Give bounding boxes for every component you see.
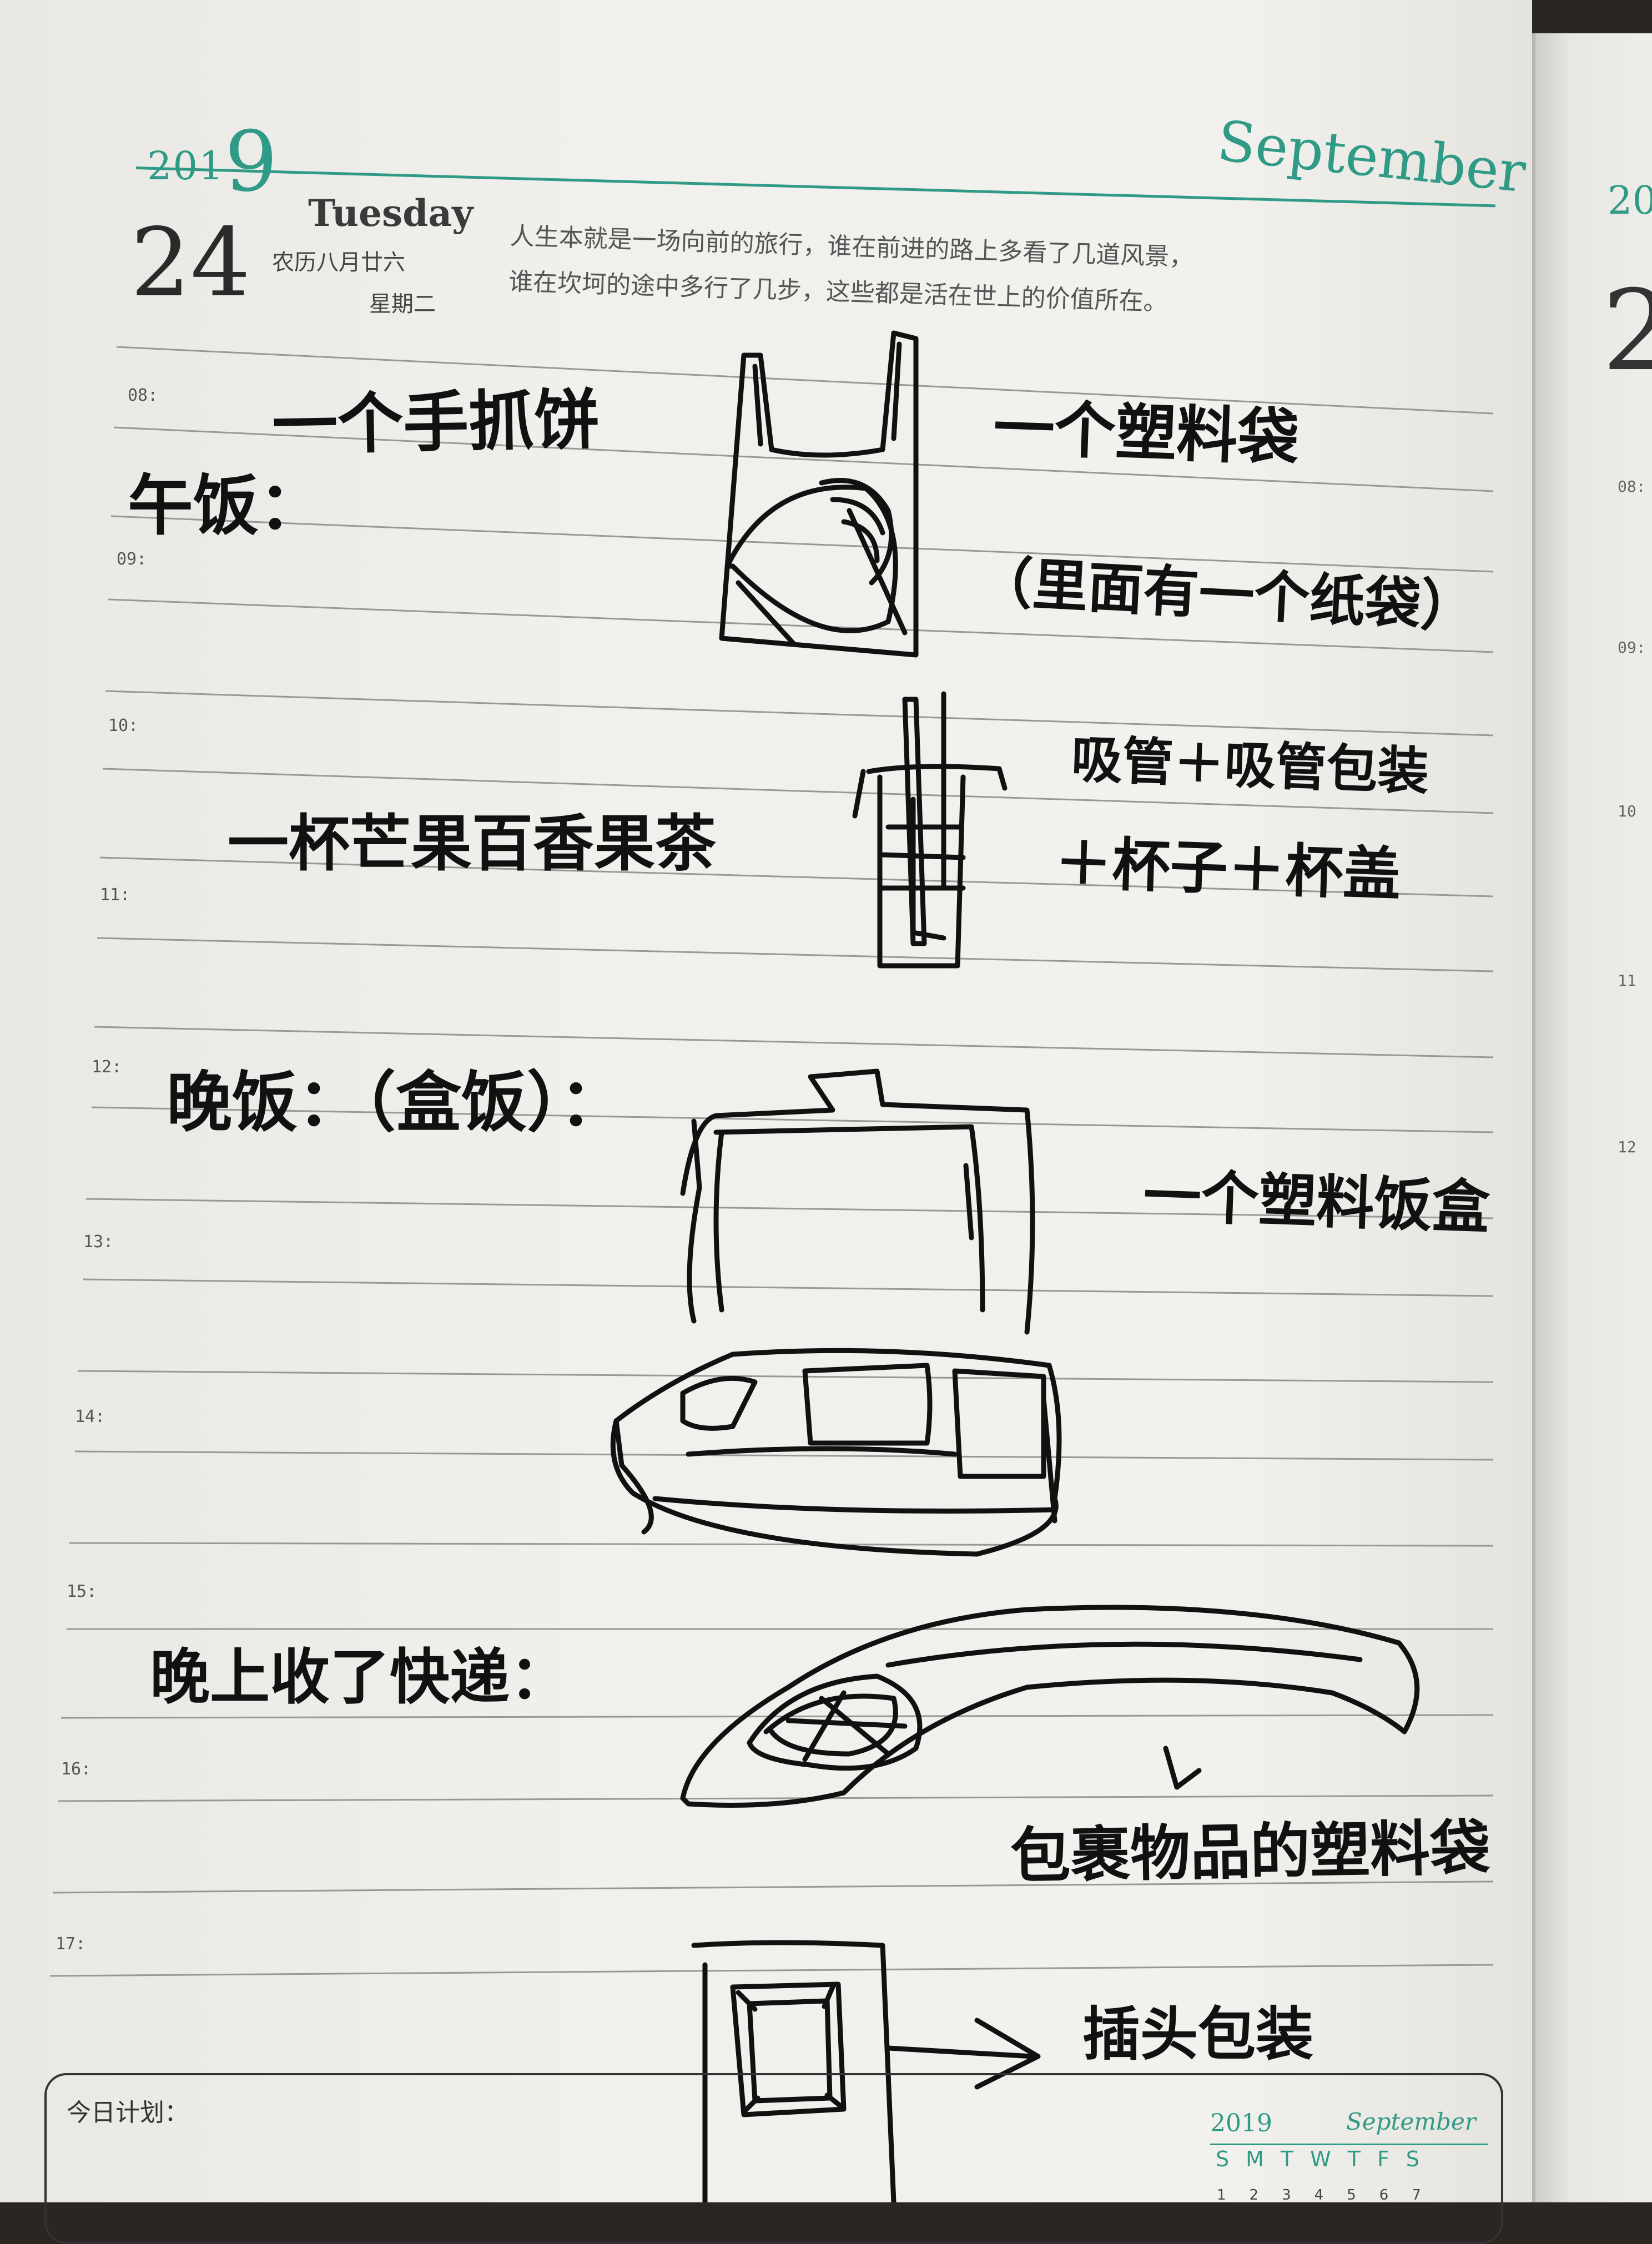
note-fruit-tea: 一杯芒果百香果茶: [228, 808, 716, 879]
time-slot-label: 12:: [92, 1057, 122, 1077]
calendar-date: 3: [1282, 2187, 1291, 2203]
weekday-header: T: [1347, 2147, 1361, 2171]
year-big: 9: [224, 114, 279, 210]
day-number: 24: [130, 208, 251, 318]
weekday-header: W: [1310, 2147, 1331, 2171]
year-small: 201: [147, 143, 225, 189]
time-slot-label: 14:: [75, 1407, 105, 1426]
mini-calendar-month: September: [1346, 2108, 1476, 2135]
time-slot-label: 13:: [83, 1232, 114, 1252]
calendar-date: 5: [1347, 2187, 1356, 2203]
mini-calendar-divider: [1210, 2144, 1488, 2145]
time-slot-label: 17:: [56, 1934, 86, 1954]
time-slot-label: 10:: [108, 716, 139, 735]
calendar-date: 1: [1217, 2187, 1226, 2203]
next-diary-page-edge: 20 2 08: 09: 10 11 12: [1532, 33, 1652, 2202]
weekday-header: S: [1406, 2147, 1419, 2171]
header-year: 2019: [147, 114, 279, 210]
note-plug-packaging: 插头包装: [1082, 2000, 1314, 2068]
plastic-bag-sketch: [719, 330, 919, 658]
time-slot-label: 16:: [61, 1759, 92, 1779]
time-slot-label: 08:: [128, 386, 158, 405]
ruled-lines: [49, 346, 1494, 1977]
weekday-header: F: [1377, 2147, 1389, 2171]
next-page-time-fragment: 09:: [1618, 638, 1646, 657]
lunar-date: 农历八月廿六: [272, 250, 405, 275]
time-slot-label: 15:: [67, 1582, 97, 1601]
note-package-label: 晚上收了快递：: [150, 1643, 570, 1712]
weekday-chinese: 星期二: [369, 291, 436, 317]
mini-calendar-dates: 1 2 3 4 5 6 7: [1217, 2187, 1421, 2203]
today-plan-label: 今日计划：: [67, 2099, 189, 2127]
next-page-time-fragment: 10: [1618, 802, 1636, 820]
diary-page: [0, 0, 1532, 2202]
lunchbox-sketch: [610, 1068, 1062, 1557]
next-page-time-fragment: 08:: [1618, 477, 1646, 496]
calendar-date: 4: [1314, 2187, 1324, 2203]
time-slot-label: 11:: [100, 885, 130, 905]
mini-calendar-weekdays: S M T W T F S: [1216, 2147, 1419, 2171]
calendar-date: 7: [1412, 2187, 1421, 2203]
tea-cup-sketch: [852, 691, 1008, 969]
weekday-english: Tuesday: [308, 191, 474, 235]
weekday-header: S: [1216, 2147, 1230, 2171]
weekday-header: T: [1280, 2147, 1294, 2171]
sketches: [610, 330, 1420, 2202]
note-dinner-label: 晚饭：（盒饭）：: [167, 1064, 626, 1141]
package-bag-sketch: [680, 1605, 1420, 1808]
mini-calendar-year: 2019: [1210, 2109, 1272, 2137]
calendar-date: 2: [1249, 2187, 1259, 2203]
next-page-time-fragment: 11: [1618, 971, 1636, 990]
note-lunch-label: 午饭：: [128, 467, 325, 544]
next-page-day-fragment: 2: [1602, 266, 1652, 396]
next-page-time-fragment: 12: [1618, 1138, 1636, 1156]
weekday-header: M: [1246, 2147, 1264, 2171]
next-page-year-fragment: 20: [1608, 178, 1652, 223]
plug-packaging-sketch: [691, 1940, 1041, 2202]
time-slot-label: 09:: [117, 549, 147, 569]
calendar-date: 6: [1379, 2187, 1389, 2203]
